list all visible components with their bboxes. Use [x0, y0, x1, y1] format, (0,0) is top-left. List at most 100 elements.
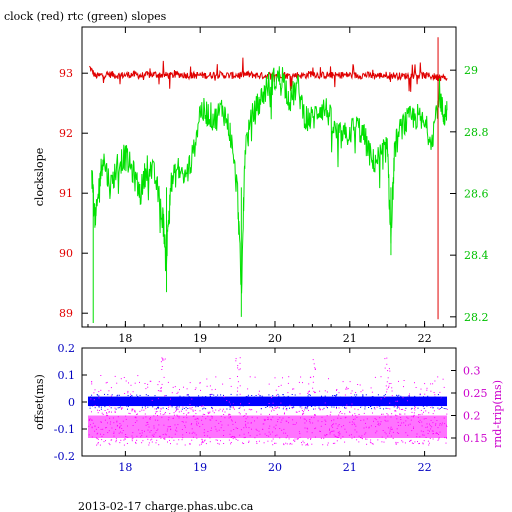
offset-point [292, 404, 294, 406]
offset-point [439, 408, 441, 409]
rndtrip-outlier [439, 391, 441, 393]
offset-point [182, 403, 184, 405]
rndtrip-point [115, 439, 117, 441]
rndtrip-point [230, 430, 232, 432]
rndtrip-spike [386, 391, 388, 393]
rndtrip-point [354, 424, 356, 426]
rndtrip-point [256, 442, 258, 444]
rndtrip-spike [160, 388, 162, 389]
rndtrip-point [156, 411, 158, 412]
rndtrip-point [269, 406, 271, 408]
rndtrip-point [97, 443, 99, 445]
rndtrip-point [104, 410, 106, 411]
rndtrip-point [358, 435, 360, 437]
offset-point [258, 402, 260, 404]
rndtrip-point [423, 418, 425, 420]
rndtrip-point [232, 423, 234, 425]
rndtrip-point [438, 438, 440, 440]
rndtrip-point [357, 409, 359, 411]
offset-point [273, 398, 275, 400]
rndtrip-point [307, 438, 309, 440]
offset-point [312, 397, 314, 399]
rndtrip-point [305, 444, 307, 446]
rndtrip-point [366, 438, 368, 440]
rndtrip-spike [237, 367, 239, 369]
offset-point [291, 394, 293, 395]
rndtrip-point [277, 406, 279, 408]
offset-point [144, 406, 146, 408]
rndtrip-point [156, 439, 158, 441]
offset-point [272, 395, 274, 397]
rndtrip-point [340, 417, 342, 419]
rndtrip-spike [312, 381, 314, 383]
offset-point [306, 408, 308, 410]
offset-point [117, 394, 119, 396]
rndtrip-point [103, 434, 105, 436]
offset-outlier [145, 388, 147, 390]
rndtrip-outlier [254, 376, 256, 378]
offset-point [115, 408, 117, 410]
rndtrip-outlier [191, 398, 193, 400]
rndtrip-point [332, 442, 334, 444]
rndtrip-outlier [183, 386, 184, 388]
rndtrip-point [102, 413, 104, 415]
offset-point [279, 403, 281, 405]
offset-point [200, 399, 201, 401]
rndtrip-point [189, 432, 191, 434]
offset-point [248, 397, 250, 399]
rndtrip-point [101, 439, 103, 441]
offset-point [307, 405, 309, 407]
rndtrip-spike [160, 361, 162, 363]
rndtrip-point [156, 430, 158, 431]
rndtrip-point [404, 410, 406, 411]
offset-outlier [391, 387, 393, 389]
rndtrip-point [131, 408, 133, 410]
offset-point [408, 395, 410, 397]
rndtrip-point [385, 420, 387, 422]
rndtrip-point [283, 428, 285, 430]
offset-point [186, 394, 188, 396]
offset-point [127, 404, 129, 405]
rndtrip-point [113, 422, 115, 424]
rndtrip-point [268, 427, 270, 429]
rndtrip-point [244, 415, 246, 417]
rndtrip-point [238, 412, 240, 414]
rndtrip-point [141, 430, 143, 432]
offset-point [89, 407, 91, 409]
rndtrip-outlier [159, 390, 161, 392]
rndtrip-point [201, 441, 203, 443]
rndtrip-point [286, 443, 288, 445]
rndtrip-point [144, 413, 146, 415]
rndtrip-outlier [201, 405, 203, 407]
offset-point [350, 396, 352, 398]
offset-outlier [128, 382, 129, 384]
rndtrip-point [191, 439, 193, 441]
rndtrip-point [389, 428, 391, 430]
rndtrip-point [372, 443, 374, 445]
rndtrip-point [418, 443, 420, 445]
rndtrip-point [406, 416, 408, 418]
offset-point [188, 396, 190, 398]
rndtrip-point [314, 436, 316, 438]
rndtrip-point [114, 412, 116, 413]
offset-point [157, 397, 159, 399]
rndtrip-point [230, 442, 232, 443]
offset-point [98, 395, 100, 397]
offset-point [443, 401, 445, 403]
rndtrip-point [435, 432, 437, 434]
offset-point [356, 394, 358, 396]
rndtrip-point [94, 425, 96, 427]
rndtrip-point [443, 417, 445, 419]
offset-point [303, 397, 305, 399]
rndtrip-point [159, 435, 161, 437]
offset-point [432, 407, 434, 409]
offset-point [89, 404, 91, 406]
offset-point [104, 406, 106, 408]
rndtrip-point [277, 421, 278, 423]
offset-outlier [174, 386, 176, 388]
rndtrip-point [370, 442, 372, 444]
offset-point [358, 403, 360, 405]
rndtrip-outlier [195, 387, 197, 389]
rndtrip-point [276, 434, 278, 436]
offset-point [140, 402, 142, 403]
